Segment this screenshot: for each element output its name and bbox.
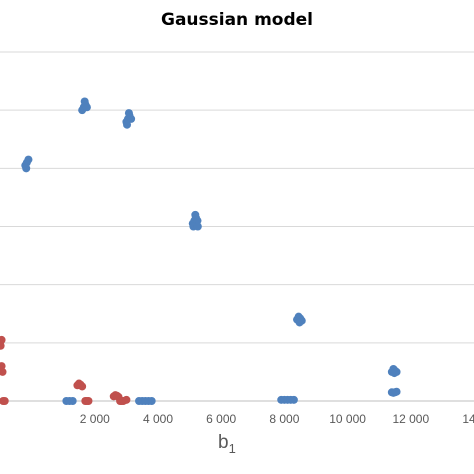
chart-title: Gaussian model [160,10,313,30]
x-axis-label: b1 [218,432,236,456]
gridlines [0,51,474,344]
blue-data-point [295,318,304,327]
red-data-point [122,395,131,404]
x-tick-labels: 2 000 4 000 6 000 8 000 10 000 12 000 14 0 [80,412,474,426]
x-tick-label: 10 000 [329,412,366,426]
x-tick-label: 12 000 [392,412,429,426]
blue-data-point [392,387,401,396]
red-data-point [0,367,7,376]
blue-data-point [124,109,133,118]
blue-data-point [68,397,77,405]
x-tick-label: 4 000 [143,412,173,426]
blue-data-point [80,97,89,106]
red-data-point [84,397,93,405]
blue-data-point [289,395,298,404]
red-data-point [0,397,9,405]
x-axis-label-text: b [218,432,229,453]
blue-data-point [22,164,31,173]
blue-data-point [123,120,132,129]
blue-data-point [390,369,399,378]
data-points [0,97,401,405]
x-tick-label: 8 000 [269,412,299,426]
x-tick-label: 14 0 [462,412,474,426]
x-tick-label: 6 000 [206,412,236,426]
blue-data-point [191,210,200,219]
red-data-point [78,382,87,391]
x-tick-label: 2 000 [80,412,110,426]
x-axis-label-subscript: 1 [228,440,236,456]
red-data-point [0,341,5,350]
blue-data-point [24,155,33,164]
blue-data-point [147,397,156,405]
blue-data-point [193,222,202,231]
